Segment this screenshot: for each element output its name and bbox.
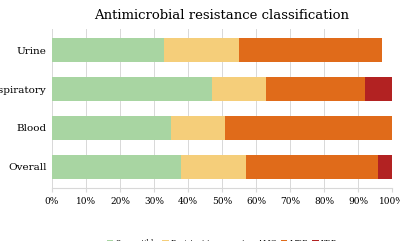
Bar <box>52 38 164 62</box>
Bar <box>239 38 382 62</box>
Bar <box>266 77 365 101</box>
Bar <box>226 116 392 140</box>
Bar <box>212 77 266 101</box>
Title: Antimicrobial resistance classification: Antimicrobial resistance classification <box>94 9 350 22</box>
Bar <box>246 155 378 179</box>
Bar <box>52 116 171 140</box>
Bar <box>52 155 181 179</box>
Bar <box>171 116 226 140</box>
Bar <box>378 155 392 179</box>
Bar <box>164 38 239 62</box>
Legend: Susceptible, Resistant to one or two AMG, MDR, XDR: Susceptible, Resistant to one or two AMG… <box>104 236 340 241</box>
Bar <box>181 155 246 179</box>
Bar <box>365 77 392 101</box>
Bar <box>52 77 212 101</box>
